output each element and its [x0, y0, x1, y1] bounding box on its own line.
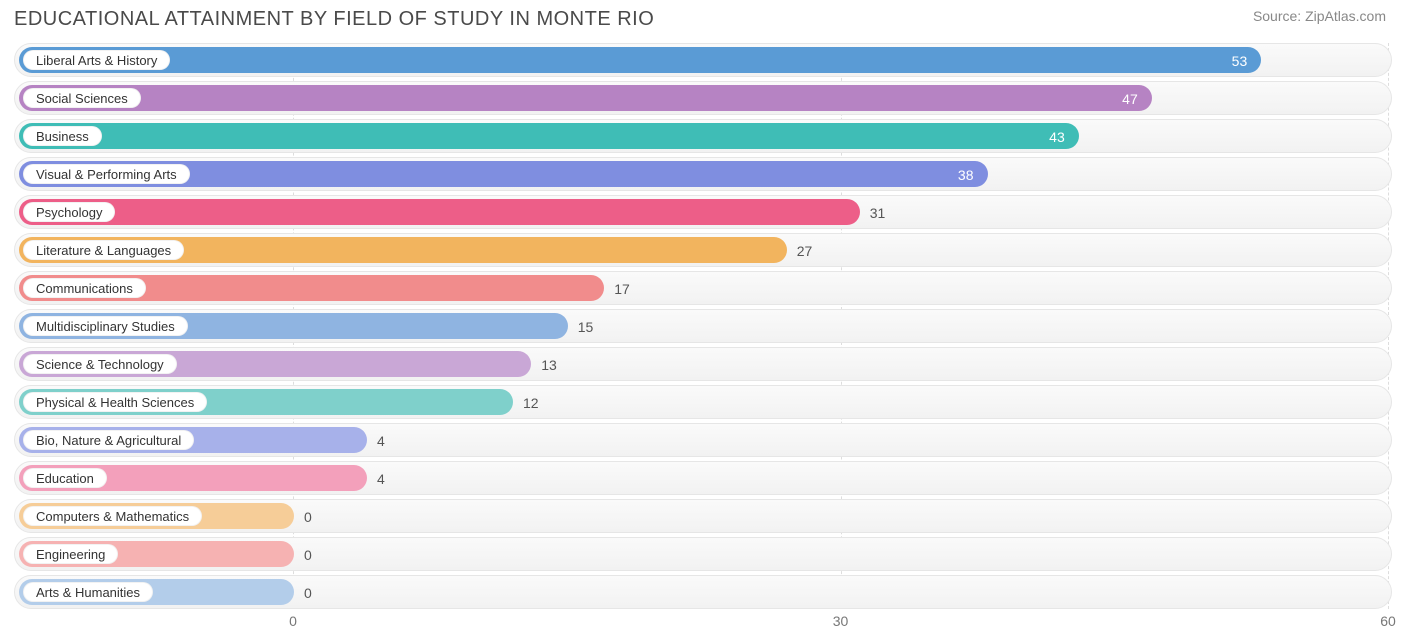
bar-row: Literature & Languages 27: [14, 233, 1392, 267]
bar-row: Liberal Arts & History53: [14, 43, 1392, 77]
x-axis-tick: 0: [289, 613, 297, 629]
bar-value-label: 0: [294, 500, 312, 534]
bar-category-label: Bio, Nature & Agricultural: [23, 430, 194, 450]
bar-value-label: 47: [19, 82, 1152, 116]
bar-category-label: Science & Technology: [23, 354, 177, 374]
bar-row: Social Sciences47: [14, 81, 1392, 115]
bar-row: Visual & Performing Arts38: [14, 157, 1392, 191]
bar-row: Engineering 0: [14, 537, 1392, 571]
bar-value-label: 0: [294, 538, 312, 572]
bar-row: Multidisciplinary Studies 15: [14, 309, 1392, 343]
bar-category-label: Education: [23, 468, 107, 488]
bar-category-label: Physical & Health Sciences: [23, 392, 207, 412]
x-axis: 03060: [14, 613, 1392, 637]
bar-value-label: 4: [367, 424, 385, 458]
bar-row: Bio, Nature & Agricultural 4: [14, 423, 1392, 457]
bar: [19, 199, 860, 225]
bar-value-label: 53: [19, 44, 1261, 78]
bar-category-label: Engineering: [23, 544, 118, 564]
bar-row: Computers & Mathematics 0: [14, 499, 1392, 533]
bar-row: Arts & Humanities 0: [14, 575, 1392, 609]
bar-value-label: 15: [568, 310, 594, 344]
bar-value-label: 4: [367, 462, 385, 496]
bar-category-label: Arts & Humanities: [23, 582, 153, 602]
bar-row: Science & Technology 13: [14, 347, 1392, 381]
bar-value-label: 17: [604, 272, 630, 306]
chart-plot-area: Liberal Arts & History53 Social Sciences4…: [14, 43, 1392, 609]
bar-category-label: Literature & Languages: [23, 240, 184, 260]
bar-value-label: 13: [531, 348, 557, 382]
bar-value-label: 38: [19, 158, 988, 192]
bar-category-label: Psychology: [23, 202, 115, 222]
bar-value-label: 27: [787, 234, 813, 268]
bar-row: Business43: [14, 119, 1392, 153]
bar-value-label: 12: [513, 386, 539, 420]
bar-value-label: 43: [19, 120, 1079, 154]
chart-source: Source: ZipAtlas.com: [1253, 8, 1386, 24]
bar-row: Communications 17: [14, 271, 1392, 305]
x-axis-tick: 30: [833, 613, 849, 629]
bar-value-label: 0: [294, 576, 312, 610]
bar-category-label: Communications: [23, 278, 146, 298]
x-axis-tick: 60: [1380, 613, 1396, 629]
bar-category-label: Multidisciplinary Studies: [23, 316, 188, 336]
bar-category-label: Computers & Mathematics: [23, 506, 202, 526]
bar-row: Physical & Health Sciences 12: [14, 385, 1392, 419]
bar-row: Psychology 31: [14, 195, 1392, 229]
bar-row: Education 4: [14, 461, 1392, 495]
bar-value-label: 31: [860, 196, 886, 230]
chart-title: EDUCATIONAL ATTAINMENT BY FIELD OF STUDY…: [14, 8, 654, 31]
chart-header: EDUCATIONAL ATTAINMENT BY FIELD OF STUDY…: [0, 0, 1406, 35]
